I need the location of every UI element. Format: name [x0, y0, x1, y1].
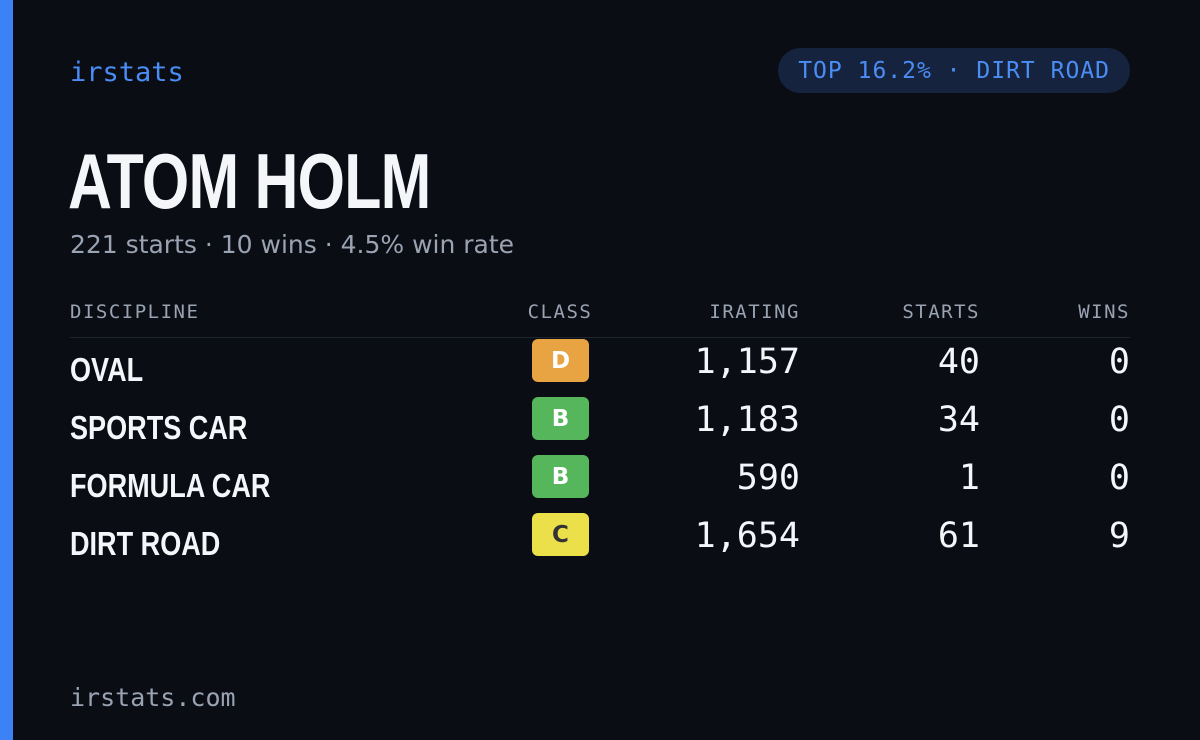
wins-value: 0	[1108, 342, 1130, 382]
discipline-name: DIRT ROAD	[70, 525, 221, 562]
class-badge: B	[532, 397, 589, 440]
wins-value: 0	[1108, 458, 1130, 498]
starts-value: 61	[937, 516, 980, 556]
driver-summary: 221 starts · 10 wins · 4.5% win rate	[70, 230, 515, 259]
discipline-name: OVAL	[70, 351, 144, 388]
rank-badge: TOP 16.2% · DIRT ROAD	[778, 48, 1130, 93]
starts-value: 40	[937, 342, 980, 382]
table-row: FORMULA CAR B 590 1 0	[70, 454, 1130, 512]
footer-url[interactable]: irstats.com	[70, 683, 236, 712]
irating-value: 1,157	[694, 342, 800, 382]
header-discipline: DISCIPLINE	[70, 301, 200, 323]
irating-value: 590	[736, 458, 800, 498]
header-wins: WINS	[1078, 301, 1130, 323]
class-badge: C	[532, 513, 589, 556]
wins-value: 9	[1108, 516, 1130, 556]
irating-value: 1,183	[694, 400, 800, 440]
header-class: CLASS	[527, 301, 593, 323]
discipline-name: FORMULA CAR	[70, 467, 271, 504]
table-row: SPORTS CAR B 1,183 34 0	[70, 396, 1130, 454]
header-irating: IRATING	[709, 301, 800, 323]
starts-value: 1	[958, 458, 980, 498]
class-badge: D	[532, 339, 589, 382]
driver-name: ATOM HOLM	[68, 137, 431, 225]
table-row: OVAL D 1,157 40 0	[70, 338, 1130, 396]
accent-bar	[0, 0, 13, 740]
irating-value: 1,654	[694, 516, 800, 556]
starts-value: 34	[937, 400, 980, 440]
stats-table: DISCIPLINE CLASS IRATING STARTS WINS OVA…	[70, 296, 1130, 570]
brand-logo[interactable]: irstats	[70, 57, 184, 88]
discipline-name: SPORTS CAR	[70, 409, 248, 446]
table-row: DIRT ROAD C 1,654 61 9	[70, 512, 1130, 570]
wins-value: 0	[1108, 400, 1130, 440]
table-header: DISCIPLINE CLASS IRATING STARTS WINS	[70, 296, 1130, 338]
class-badge: B	[532, 455, 589, 498]
header-starts: STARTS	[902, 301, 980, 323]
